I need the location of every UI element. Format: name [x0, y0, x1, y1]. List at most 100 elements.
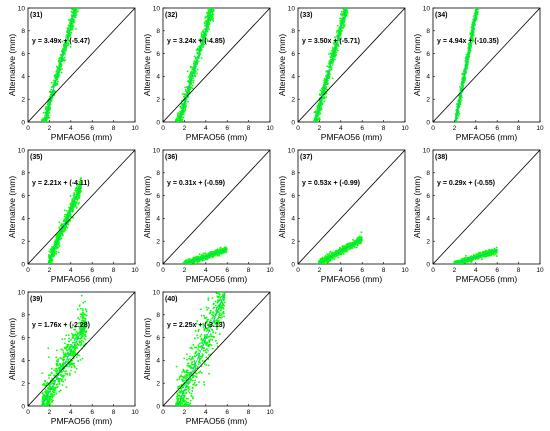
data-point [75, 5, 77, 7]
data-point [209, 255, 212, 258]
fit-line [48, 184, 82, 264]
y-tick-label: 6 [156, 51, 160, 58]
data-point [181, 93, 184, 95]
data-point [75, 2, 77, 4]
data-point [348, 1, 350, 3]
data-point [212, 13, 215, 16]
data-point [201, 30, 204, 33]
data-point [323, 79, 325, 82]
x-tick-label: 0 [431, 125, 435, 132]
y-tick-label: 8 [291, 170, 295, 177]
data-point [188, 74, 191, 77]
data-point [52, 254, 55, 256]
data-point [456, 117, 459, 119]
data-point [347, 5, 349, 7]
data-point [55, 84, 58, 86]
data-point [48, 116, 51, 119]
data-point [466, 64, 469, 67]
data-point [481, 258, 483, 261]
data-point [69, 46, 72, 48]
data-point [207, 10, 210, 13]
data-point [325, 87, 327, 89]
data-point [196, 259, 199, 262]
data-point [73, 195, 76, 198]
data-point [459, 103, 462, 106]
data-point [75, 193, 78, 196]
data-point [476, 13, 479, 16]
data-point [44, 114, 46, 117]
data-point [478, 2, 480, 4]
data-point [57, 80, 59, 83]
data-point [316, 106, 319, 109]
x-axis-label: PMFAO56 (mm) [321, 274, 383, 284]
data-point [64, 213, 66, 216]
data-point [476, 5, 478, 7]
data-point [213, 0, 215, 1]
data-point [78, 196, 80, 199]
x-tick-label: 6 [90, 267, 94, 274]
data-point [347, 1, 349, 3]
data-point [325, 92, 328, 95]
y-tick-label: 4 [291, 216, 295, 223]
y-tick-label: 10 [423, 5, 431, 12]
data-point [477, 3, 479, 5]
data-point [196, 72, 198, 75]
fit-line [318, 238, 363, 264]
data-point [50, 99, 53, 101]
fit-equation: y = 3.24x + (-4.85) [167, 38, 225, 45]
data-point [478, 2, 480, 4]
data-point [75, 207, 78, 209]
x-tick-label: 8 [112, 125, 116, 132]
data-point [470, 31, 473, 34]
data-point [320, 262, 322, 264]
panel-label: (36) [165, 154, 177, 161]
panel-label: (37) [300, 154, 312, 161]
data-point [472, 34, 475, 37]
data-point [314, 110, 317, 113]
data-point [321, 257, 324, 260]
data-point [325, 96, 328, 99]
data-point [335, 39, 338, 42]
y-tick-label: 6 [426, 51, 430, 58]
data-point [77, 0, 79, 2]
data-point [76, 1, 78, 3]
data-point [348, 0, 350, 2]
data-point [192, 79, 195, 82]
data-point [461, 73, 464, 76]
data-point [346, 2, 348, 4]
x-tick-label: 4 [69, 267, 73, 274]
data-point [477, 5, 479, 7]
data-point [477, 1, 479, 3]
data-point [75, 8, 78, 10]
data-point [331, 77, 334, 80]
data-point [49, 103, 52, 106]
data-point [213, 6, 215, 8]
data-point [477, 1, 479, 3]
data-point [344, 0, 346, 1]
data-point [47, 255, 50, 258]
data-point [470, 29, 473, 32]
data-point [211, 2, 213, 4]
data-point [225, 251, 228, 254]
x-tick-label: 8 [382, 125, 386, 132]
data-point [181, 102, 184, 105]
data-point [211, 8, 214, 10]
x-tick-label: 2 [183, 267, 187, 274]
data-point [476, 4, 478, 6]
data-point [76, 198, 79, 201]
data-point [74, 14, 77, 17]
data-point [205, 34, 208, 36]
panel-label: (31) [30, 12, 42, 19]
data-point [57, 242, 60, 245]
data-point [326, 83, 329, 85]
x-tick-label: 8 [247, 267, 251, 274]
data-point [58, 70, 61, 73]
data-point [65, 45, 68, 48]
data-point [330, 54, 333, 56]
data-point [55, 247, 57, 250]
data-point [357, 238, 359, 241]
data-point [197, 256, 199, 259]
data-point [57, 236, 59, 239]
panel-label: (32) [165, 12, 177, 19]
